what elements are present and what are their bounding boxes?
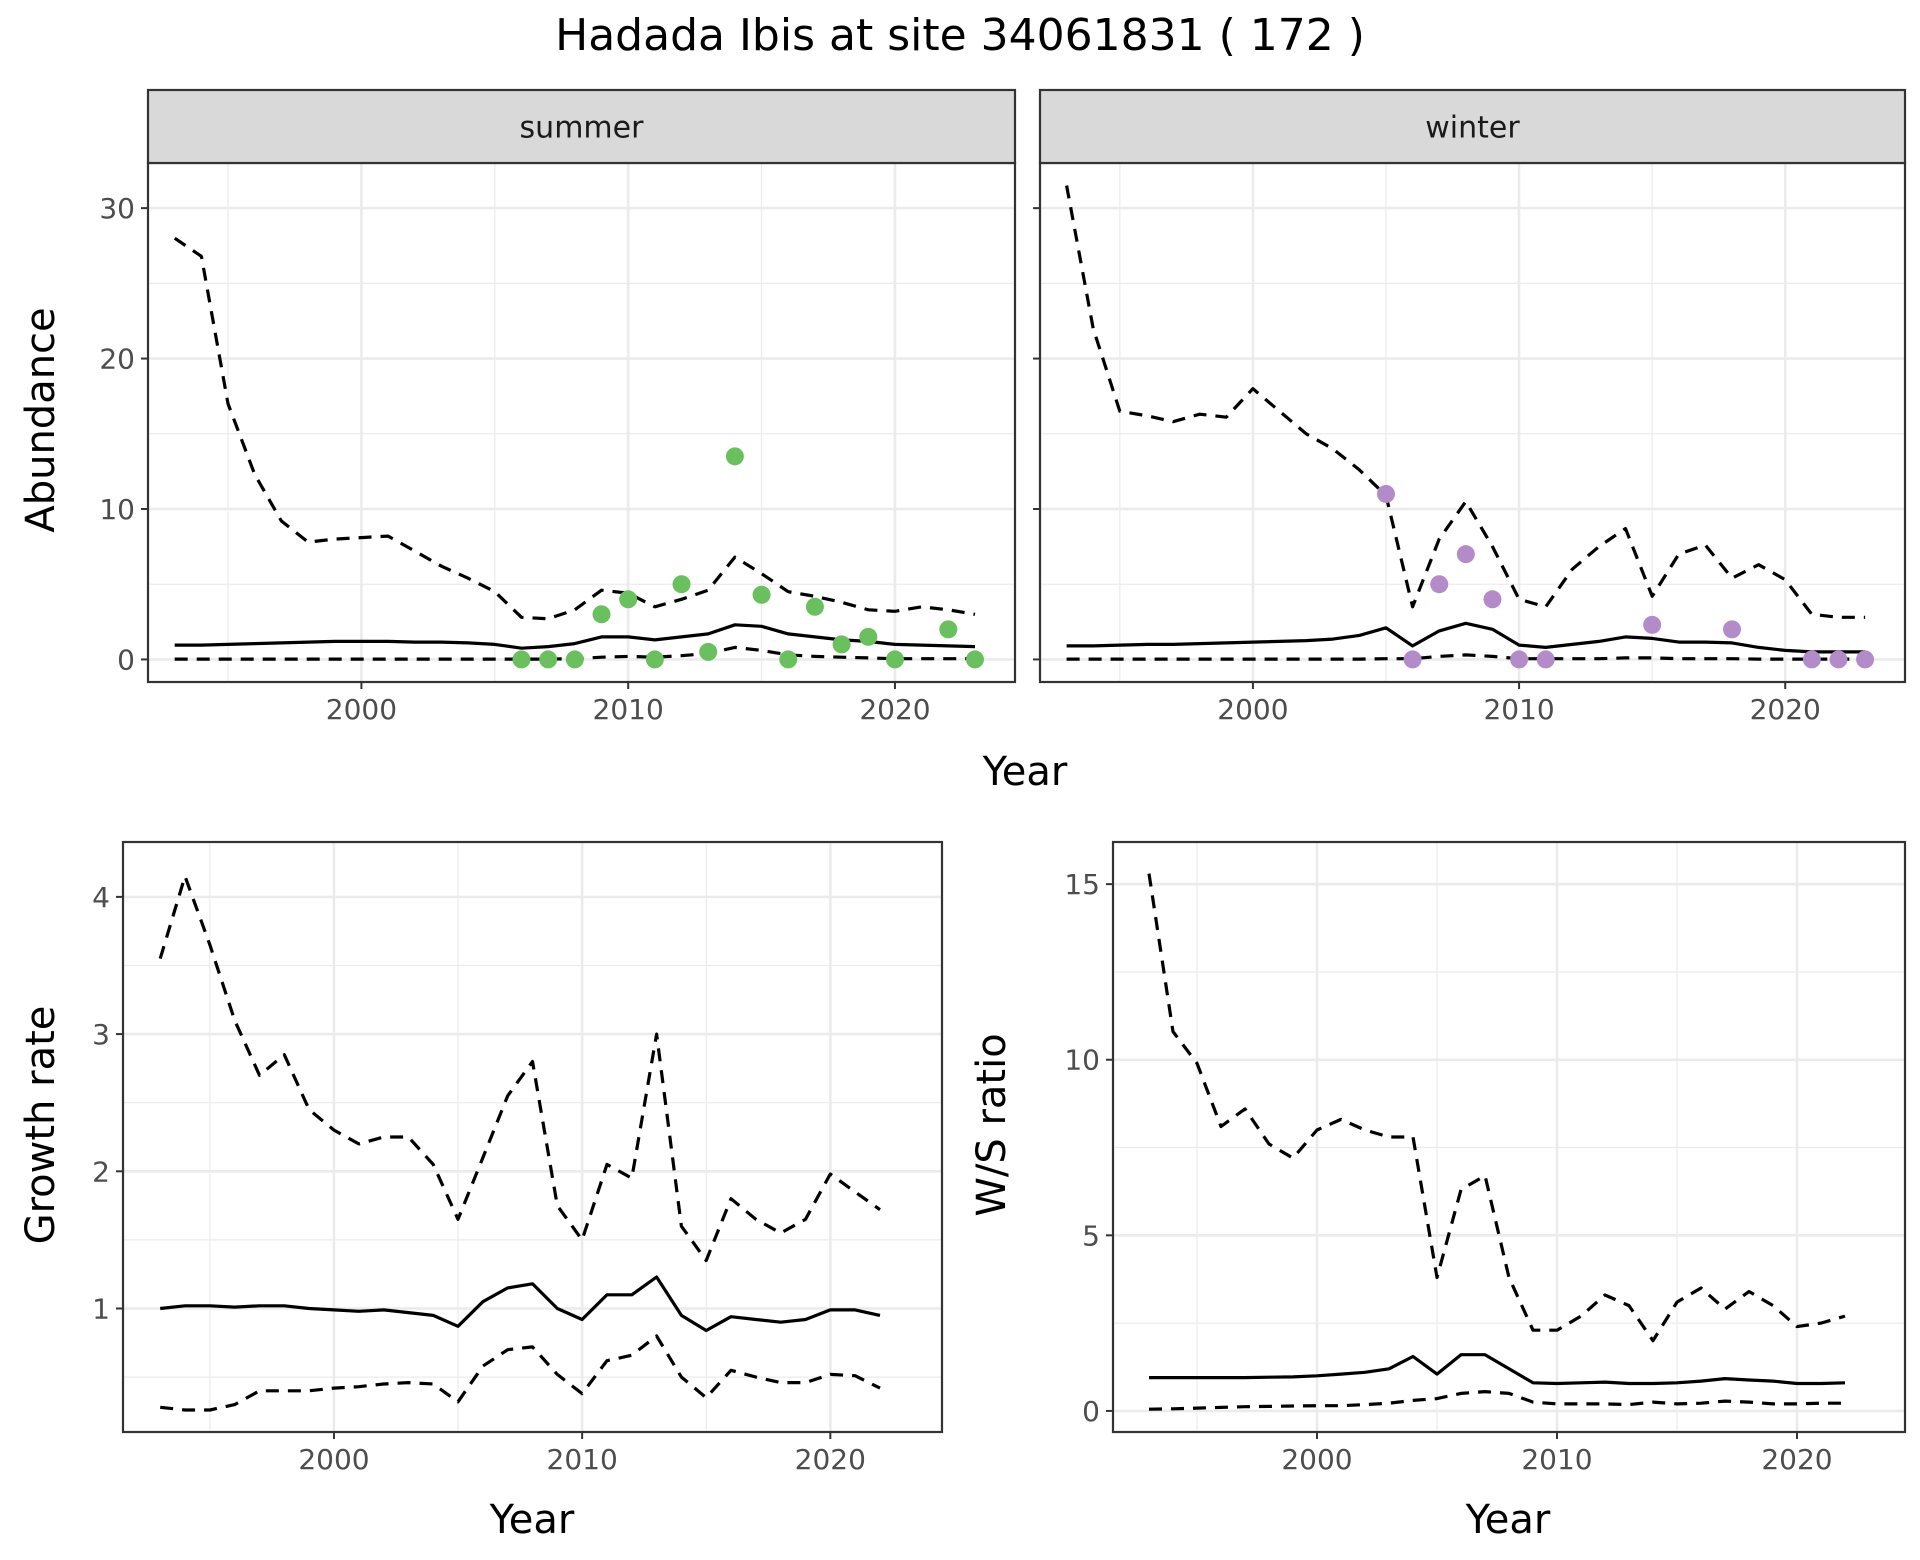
winter-x-tick-label: 2010	[1483, 693, 1554, 726]
summer-observation-point	[939, 620, 958, 639]
growth-x-axis-title: Year	[489, 1497, 575, 1543]
ratio-upper-line	[1147, 873, 1846, 1343]
growth-x-tick-label: 2020	[795, 1443, 866, 1476]
summer-observation-point	[672, 575, 691, 594]
summer-y-tick-label: 10	[99, 493, 135, 526]
winter-observation-point	[1510, 650, 1529, 669]
summer-strip	[146, 88, 1017, 165]
ratio-y-axis-title: W/S ratio	[969, 1033, 1015, 1216]
ratio-panel-border	[1111, 840, 1907, 1434]
summer-observation-point	[619, 590, 638, 609]
summer-observation-point	[565, 650, 584, 669]
winter-estimate-line	[1066, 621, 1866, 654]
winter-observation-point	[1829, 650, 1848, 669]
summer-observation-point	[859, 627, 878, 646]
summer-observation-point	[752, 585, 771, 604]
summer-observation-point	[965, 650, 984, 669]
summer-x-tick-label: 2000	[326, 693, 397, 726]
summer-observation-point	[592, 605, 611, 624]
winter-x-tick-label: 2000	[1217, 693, 1288, 726]
summer-y-tick-label: 20	[99, 343, 135, 376]
summer-observation-point	[779, 650, 798, 669]
ratio-x-tick-label: 2000	[1281, 1443, 1352, 1476]
growth-y-tick-label: 3	[92, 1018, 110, 1051]
summer-x-tick-label: 2020	[859, 693, 930, 726]
growth-rate-panel: 2000 2010 2020 1 2 3 4	[92, 840, 944, 1476]
top-y-axis-title: Abundance	[18, 307, 64, 532]
summer-observation-point	[805, 597, 824, 616]
summer-observation-point	[645, 650, 664, 669]
main-title: Hadada Ibis at site 34061831 ( 172 )	[555, 10, 1365, 61]
winter-observation-point	[1377, 484, 1395, 503]
growth-y-tick-label: 1	[92, 1293, 110, 1326]
winter-observation-point	[1723, 620, 1741, 639]
winter-lower-line	[1066, 653, 1866, 661]
summer-x-tick-label: 2010	[593, 693, 664, 726]
winter-strip-label: winter	[1425, 111, 1520, 146]
growth-x-tick-label: 2000	[298, 1443, 369, 1476]
summer-observation-point	[725, 447, 744, 466]
ws-ratio-panel: 2000 2010 2020 0 5 10 15	[1064, 840, 1907, 1476]
summer-observation-point	[885, 650, 904, 669]
winter-strip	[1038, 88, 1907, 165]
ratio-x-axis-title: Year	[1465, 1497, 1551, 1543]
top-x-axis-title: Year	[982, 749, 1068, 795]
ratio-y-tick-label: 15	[1064, 868, 1100, 901]
growth-upper-line	[158, 874, 881, 1263]
winter-observation-point	[1856, 650, 1875, 669]
summer-strip-label: summer	[520, 111, 645, 146]
winter-observation-point	[1403, 650, 1422, 669]
growth-plot-background	[123, 842, 942, 1432]
summer-panel: summer 2000 2010 2020 0 10 20 30	[99, 88, 1017, 726]
ratio-lower-line	[1148, 1389, 1845, 1411]
ratio-y-tick-label: 5	[1082, 1219, 1100, 1252]
winter-observation-point	[1802, 650, 1821, 669]
winter-observation-point	[1483, 590, 1502, 609]
winter-observation-point	[1430, 575, 1449, 594]
winter-observation-point	[1536, 650, 1555, 669]
winter-plot-background	[1040, 163, 1905, 682]
winter-upper-line	[1065, 185, 1866, 619]
growth-y-axis-title: Growth rate	[18, 1006, 64, 1245]
winter-observation-point	[1643, 615, 1662, 634]
ratio-y-tick-label: 0	[1082, 1395, 1100, 1428]
summer-plot-background	[148, 163, 1015, 682]
winter-x-tick-label: 2020	[1750, 693, 1821, 726]
summer-y-tick-label: 30	[99, 192, 135, 225]
summer-observation-point	[539, 650, 558, 669]
summer-observation-point	[699, 642, 718, 661]
summer-observation-point	[512, 650, 531, 669]
winter-observation-point	[1456, 545, 1475, 564]
winter-panel: winter 2000 2010 2020	[1033, 88, 1907, 726]
ratio-x-tick-label: 2010	[1521, 1443, 1592, 1476]
ratio-x-tick-label: 2020	[1761, 1443, 1832, 1476]
summer-observation-point	[832, 635, 851, 654]
growth-y-tick-label: 4	[92, 881, 110, 914]
ratio-plot-background	[1113, 842, 1905, 1432]
growth-x-tick-label: 2010	[547, 1443, 618, 1476]
summer-y-tick-label: 0	[117, 643, 135, 676]
ratio-y-tick-label: 10	[1064, 1044, 1100, 1077]
growth-y-tick-label: 2	[92, 1155, 110, 1188]
growth-panel-border	[121, 840, 944, 1434]
ratio-estimate-line	[1149, 1353, 1846, 1386]
growth-estimate-line	[160, 1275, 881, 1333]
